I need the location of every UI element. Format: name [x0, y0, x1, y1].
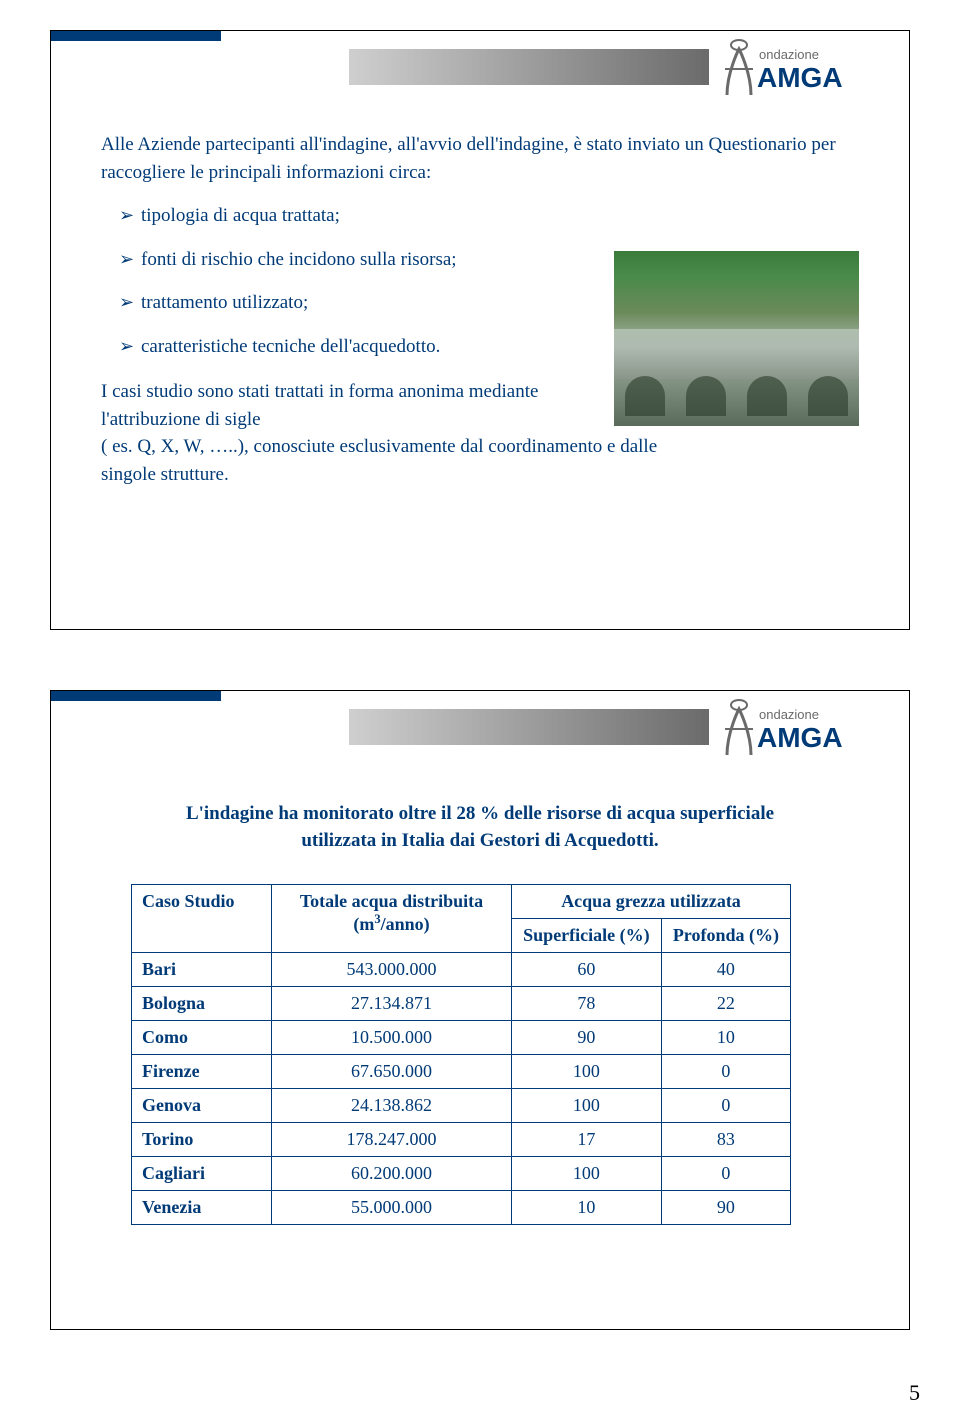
intro-text: Alle Aziende partecipanti all'indagine, … [101, 131, 859, 186]
table-row: Como 10.500.000 90 10 [132, 1021, 791, 1055]
logo-main-text: AMGA [757, 62, 843, 93]
th-caso: Caso Studio [132, 885, 272, 953]
svg-text:AMGA: AMGA [757, 722, 843, 753]
table-row: Bologna 27.134.871 78 22 [132, 987, 791, 1021]
note-1: I casi studio sono stati trattati in for… [101, 378, 571, 433]
table-body: Bari 543.000.000 60 40 Bologna 27.134.87… [132, 953, 791, 1225]
table-row: Venezia 55.000.000 10 90 [132, 1191, 791, 1225]
th-totale: Totale acqua distribuita (m3/anno) [272, 885, 512, 953]
aqueduct-photo [614, 251, 859, 426]
slide-2: ondazione AMGA L'indagine ha monitorato … [50, 690, 910, 1330]
page-number: 5 [909, 1380, 920, 1406]
svg-text:ondazione: ondazione [759, 707, 819, 722]
bullet-item: tipologia di acqua trattata; [119, 202, 859, 230]
th-profonda: Profonda (%) [661, 919, 790, 953]
header-band: ondazione AMGA [349, 49, 909, 85]
header-band: ondazione AMGA [349, 709, 909, 745]
band-gradient [349, 49, 709, 85]
th-superficiale: Superficiale (%) [512, 919, 662, 953]
note-2: ( es. Q, X, W, …..), conosciute esclusiv… [101, 433, 701, 488]
slide-1: ondazione AMGA Alle Aziende partecipanti… [50, 30, 910, 630]
th-grezza: Acqua grezza utilizzata [512, 885, 791, 919]
band-gradient [349, 709, 709, 745]
water-table: Caso Studio Totale acqua distribuita (m3… [131, 884, 791, 1225]
slide2-title: L'indagine ha monitorato oltre il 28 % d… [160, 801, 800, 854]
table-row: Torino 178.247.000 17 83 [132, 1123, 791, 1157]
table-row: Genova 24.138.862 100 0 [132, 1089, 791, 1123]
slide2-content: L'indagine ha monitorato oltre il 28 % d… [101, 801, 859, 1225]
table-row: Firenze 67.650.000 100 0 [132, 1055, 791, 1089]
table-row: Cagliari 60.200.000 100 0 [132, 1157, 791, 1191]
amga-logo: ondazione AMGA [719, 37, 889, 97]
table-row: Bari 543.000.000 60 40 [132, 953, 791, 987]
accent-bar [51, 31, 221, 41]
accent-bar [51, 691, 221, 701]
logo-top-text: ondazione [759, 47, 819, 62]
amga-logo: ondazione AMGA [719, 697, 889, 757]
